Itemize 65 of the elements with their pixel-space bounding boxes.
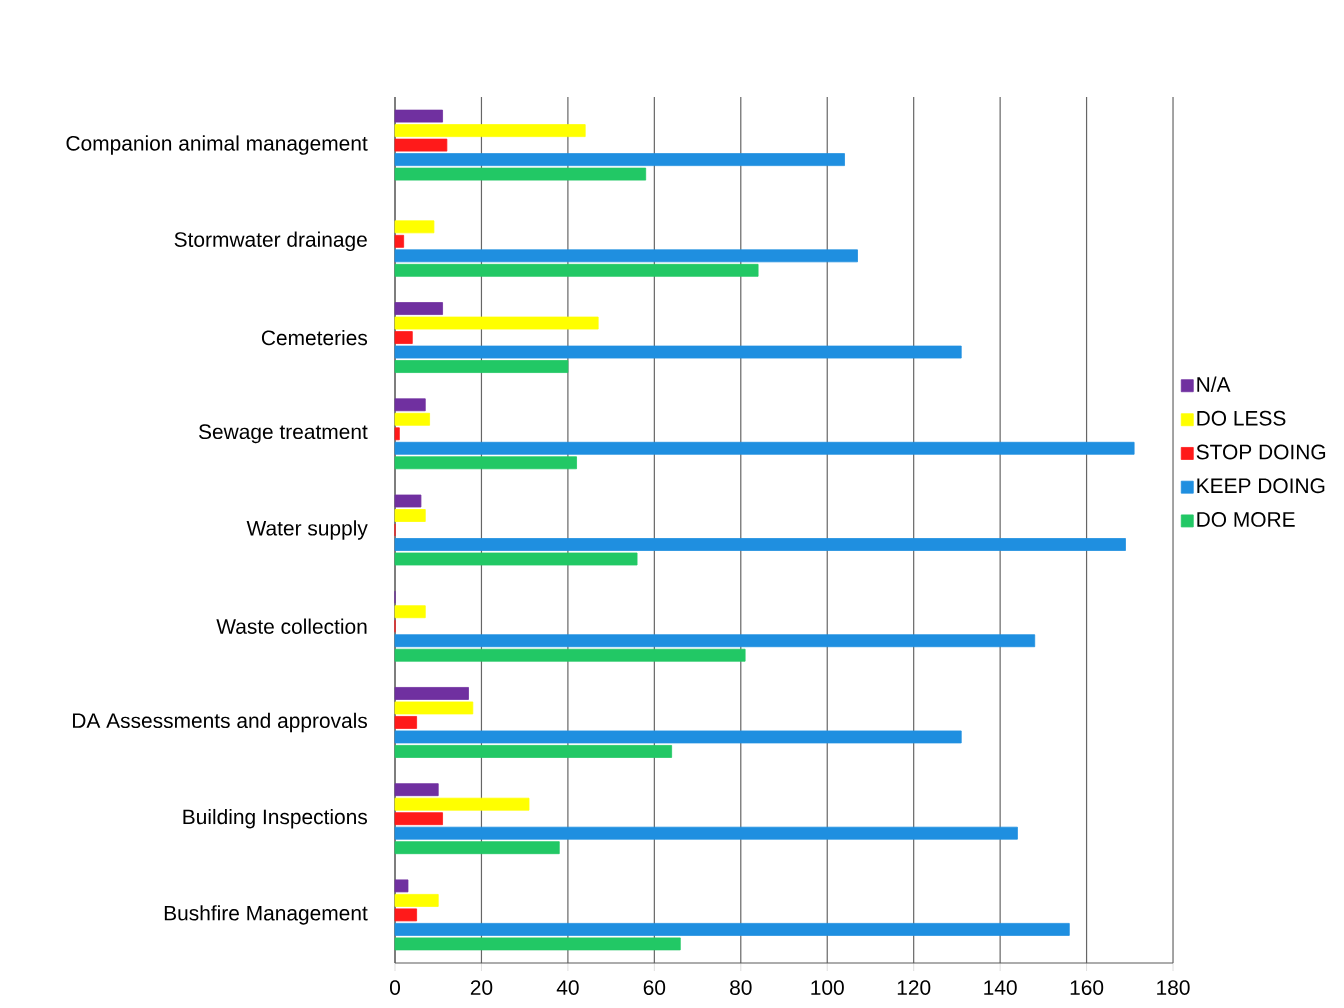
bar — [394, 316, 599, 330]
legend-label: N/A — [1197, 376, 1231, 392]
x-tick-label: 120 — [897, 980, 931, 995]
bar — [394, 605, 426, 619]
y-tick-label: Cemeteries — [261, 329, 368, 346]
x-tick-label: 0 — [390, 980, 400, 995]
bar — [394, 730, 962, 744]
y-tick-label: Water supply — [246, 520, 368, 540]
legend-label: STOP DOING — [1196, 444, 1326, 460]
y-tick-label: Sewage treatment — [198, 424, 368, 444]
x-tick-label: 100 — [811, 980, 844, 995]
bar — [394, 345, 962, 359]
bar — [394, 797, 530, 811]
bar — [394, 456, 577, 470]
bar — [394, 937, 681, 951]
bar — [394, 716, 418, 729]
bar — [394, 826, 1018, 840]
legend-label: KEEP DOING — [1197, 478, 1325, 494]
legend-label: DO LESS — [1197, 410, 1286, 426]
bar — [394, 441, 1135, 455]
y-tick-label: Building Inspections — [183, 808, 368, 829]
bar — [394, 234, 405, 248]
bar — [394, 153, 845, 167]
bar — [394, 398, 426, 412]
x-tick-label: 20 — [470, 980, 493, 995]
bar — [394, 494, 422, 508]
x-tick-label: 160 — [1070, 980, 1104, 995]
bar — [394, 552, 638, 566]
bar — [394, 263, 759, 277]
y-tick-label: DA Assessments and approvals — [73, 712, 368, 733]
bar — [394, 302, 443, 315]
x-tick-label: 180 — [1157, 980, 1190, 995]
bar — [394, 427, 400, 441]
bar — [394, 138, 448, 152]
bar — [394, 412, 430, 426]
bar — [394, 923, 1070, 936]
bar — [394, 360, 569, 373]
y-tick-label: Bushfire Management — [164, 905, 368, 925]
y-tick-label: Waste collection — [216, 618, 367, 634]
y-tick-label: Stormwater drainage — [174, 231, 367, 252]
bar — [394, 220, 435, 234]
x-tick-label: 40 — [556, 980, 579, 995]
bar — [394, 634, 1036, 648]
bar — [394, 167, 647, 181]
bar — [394, 509, 426, 522]
x-tick-label: 80 — [730, 980, 752, 995]
bar — [394, 109, 443, 123]
bar — [394, 745, 673, 758]
bar — [394, 331, 413, 344]
x-tick-label: 140 — [984, 980, 1017, 995]
bar — [394, 687, 469, 700]
y-tick-label: Companion animal management — [66, 135, 368, 155]
bar — [394, 879, 409, 893]
bar — [394, 894, 439, 907]
bar — [394, 812, 443, 826]
bar — [394, 249, 858, 263]
bar — [394, 908, 418, 922]
x-tick-label: 60 — [643, 980, 666, 995]
bar — [394, 538, 1126, 551]
legend-label: DO MORE — [1197, 512, 1295, 527]
bar — [394, 701, 474, 715]
bar — [394, 783, 439, 797]
bar — [394, 648, 746, 662]
bar — [394, 841, 560, 855]
bar — [394, 124, 586, 138]
